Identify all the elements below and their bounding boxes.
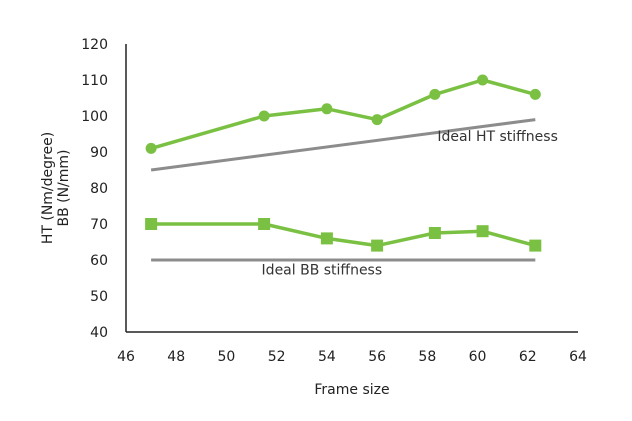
- y-tick-label: 90: [90, 145, 108, 161]
- data-point: [145, 218, 158, 230]
- series-1: [145, 218, 542, 252]
- x-tick-label: 62: [519, 349, 537, 365]
- data-point: [529, 88, 541, 100]
- annotations: Ideal HT stiffness Ideal BB stiffness: [262, 129, 558, 278]
- annotation-label: Ideal HT stiffness: [437, 129, 557, 145]
- x-axis-title: Frame size: [314, 382, 389, 398]
- x-tick-label: 48: [167, 349, 185, 365]
- data-point: [145, 142, 157, 154]
- data-point: [529, 239, 542, 252]
- annotation-label: Ideal BB stiffness: [262, 262, 383, 278]
- data-point: [371, 114, 383, 126]
- x-tick-label: 58: [418, 349, 436, 365]
- data-point: [258, 218, 271, 230]
- data-point: [258, 110, 270, 122]
- y-tick-labels: 40 50 60 70 80 90 100 110 120: [81, 37, 108, 341]
- y-tick-label: 50: [90, 289, 108, 305]
- data-point: [429, 88, 441, 100]
- data-point: [476, 225, 489, 238]
- series-2: [150, 118, 536, 172]
- data-point: [477, 74, 489, 86]
- x-tick-label: 52: [268, 349, 286, 365]
- x-tick-label: 60: [469, 349, 487, 365]
- series-0: [145, 74, 541, 154]
- y-tick-label: 60: [90, 253, 108, 269]
- data-point: [371, 239, 384, 252]
- series-layer: [145, 74, 542, 262]
- x-tick-label: 56: [368, 349, 386, 365]
- data-point: [320, 232, 333, 245]
- x-tick-label: 54: [318, 349, 336, 365]
- x-tick-label: 50: [218, 349, 236, 365]
- reference-line: [150, 118, 536, 172]
- y-tick-label: 80: [90, 181, 108, 197]
- y-tick-label: 110: [81, 73, 108, 89]
- y-axis-title-line: HT (Nm/degree): [40, 132, 56, 244]
- data-point: [428, 227, 441, 239]
- x-tick-labels: 46 48 50 52 54 56 58 60 62 64: [117, 349, 587, 365]
- axes: [125, 44, 578, 333]
- y-tick-label: 70: [90, 217, 108, 233]
- x-tick-label: 64: [569, 349, 587, 365]
- x-tick-label: 46: [117, 349, 135, 365]
- y-tick-label: 40: [90, 325, 108, 341]
- y-tick-label: 100: [81, 109, 108, 125]
- y-axis-title-line: BB (N/mm): [56, 149, 72, 226]
- y-axis-title-text: HT (Nm/degree)BB (N/mm): [40, 132, 72, 244]
- y-axis-title: HT (Nm/degree)BB (N/mm): [40, 132, 72, 244]
- y-tick-label: 120: [81, 37, 108, 53]
- data-point: [321, 103, 333, 115]
